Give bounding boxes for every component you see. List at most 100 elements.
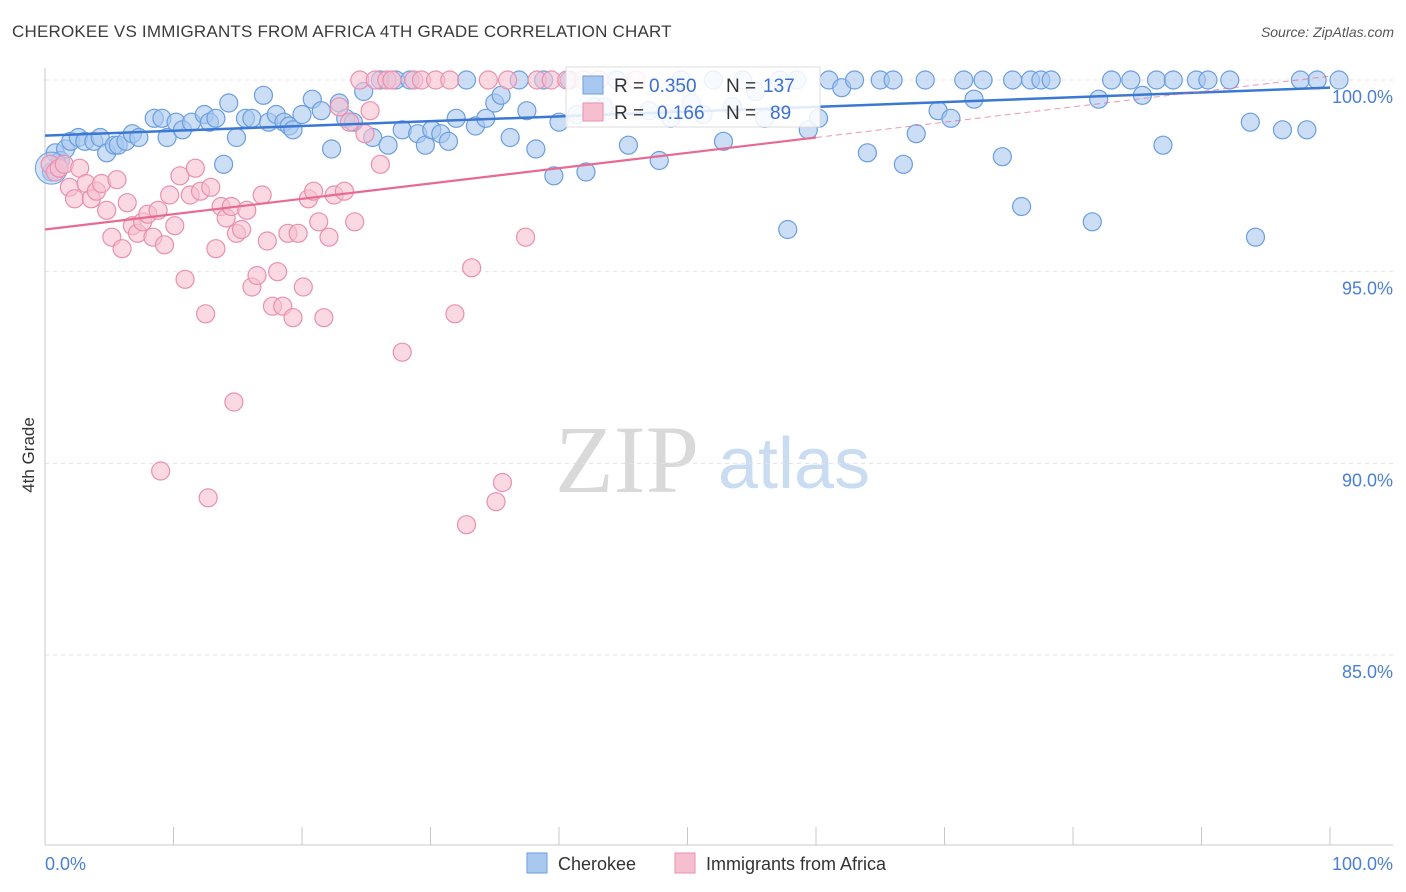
cherokee-point [964, 89, 984, 109]
africa-point [232, 219, 252, 240]
africa-point [360, 101, 380, 121]
africa-point [456, 515, 477, 535]
africa-point [117, 193, 137, 213]
cherokee-point [1121, 70, 1141, 90]
stats-r-value-1: 0.350 [649, 76, 697, 97]
cherokee-point [321, 139, 342, 159]
africa-point [267, 262, 288, 282]
cherokee-point [438, 131, 459, 151]
cherokee-point [618, 135, 638, 155]
cherokee-point [883, 70, 903, 90]
africa-point [165, 216, 185, 236]
legend-label-cherokee: Cherokee [558, 854, 636, 874]
stats-swatch-blue [582, 75, 604, 95]
africa-point [478, 70, 498, 90]
cherokee-point [992, 147, 1012, 167]
stats-n-value-2: 89 [770, 103, 791, 124]
africa-point [334, 181, 355, 201]
africa-point [206, 239, 226, 259]
watermark-atlas: atlas [718, 424, 870, 504]
watermark: ZIP atlas [555, 406, 870, 513]
cherokee-point [544, 166, 564, 186]
cherokee-point [157, 127, 177, 148]
africa-point [309, 212, 329, 232]
legend-label-africa: Immigrants from Africa [706, 854, 887, 874]
cherokee-point [713, 131, 734, 151]
africa-point [303, 181, 324, 201]
africa-point [252, 185, 272, 205]
cherokee-point [292, 104, 312, 125]
cherokee-point [206, 108, 226, 128]
cherokee-point [311, 101, 331, 121]
cherokee-point [1153, 135, 1173, 155]
chart-source: Source: ZipAtlas.com [1260, 24, 1394, 40]
africa-point [247, 265, 267, 286]
stats-legend-frame [565, 66, 821, 128]
cherokee-point [906, 124, 926, 144]
africa-point [314, 308, 334, 328]
africa-point [445, 304, 465, 324]
africa-point [283, 308, 303, 328]
cherokee-point [1198, 70, 1218, 90]
y-tick-labels: 85.0% 90.0% 95.0% 100.0% [1332, 87, 1393, 682]
cherokee-point [500, 127, 520, 148]
africa-point [440, 70, 460, 90]
cherokee-point [1082, 212, 1102, 232]
africa-point [486, 492, 506, 512]
cherokee-point [893, 154, 913, 174]
cherokee-point [1003, 70, 1023, 90]
africa-point [175, 269, 195, 289]
africa-point [160, 185, 180, 205]
cherokee-point [1146, 70, 1167, 90]
africa-point [257, 231, 277, 251]
cherokee-point [1011, 196, 1032, 217]
y-axis-label: 4th Grade [19, 417, 38, 493]
y-tick-label: 95.0% [1342, 279, 1393, 299]
africa-point [64, 189, 85, 209]
africa-trend-line [44, 136, 817, 231]
cherokee-point [219, 93, 239, 113]
africa-point [288, 223, 308, 243]
africa-point [329, 97, 349, 117]
africa-point [154, 235, 175, 255]
bottom-legend: Cherokee Immigrants from Africa [526, 852, 887, 874]
cherokee-point [1163, 70, 1183, 90]
africa-point [345, 212, 365, 232]
cherokee-point [1101, 70, 1122, 90]
chart-title: CHEROKEE VS IMMIGRANTS FROM AFRICA 4TH G… [12, 22, 672, 41]
cherokee-point [253, 85, 274, 105]
cherokee-point [649, 150, 669, 171]
africa-point [370, 154, 390, 174]
y-tick-label: 90.0% [1342, 470, 1393, 490]
cherokee-point [226, 127, 247, 148]
cherokee-point [1240, 112, 1260, 132]
x-tick-label: 0.0% [45, 854, 86, 874]
cherokee-point [1272, 120, 1293, 140]
legend-swatch-cherokee [526, 852, 548, 874]
africa-point [339, 112, 360, 132]
africa-trend-extension [815, 75, 1331, 138]
cherokee-point [378, 135, 398, 155]
y-tick-label: 100.0% [1332, 87, 1393, 107]
cherokee-point [446, 108, 466, 128]
africa-point [492, 472, 513, 493]
stats-n-label-1: N = [726, 76, 756, 97]
y-tick-label: 85.0% [1342, 662, 1393, 682]
africa-point [355, 124, 375, 144]
cherokee-point [973, 70, 993, 90]
cherokee-point [915, 70, 935, 90]
cherokee-point [954, 70, 974, 90]
x-tick-label: 100.0% [1332, 854, 1393, 874]
cherokee-point [1245, 227, 1266, 247]
cherokee-point [857, 143, 878, 163]
cherokee-point [1220, 70, 1240, 90]
cherokee-point [456, 70, 477, 90]
africa-point [97, 200, 117, 220]
cherokee-point [941, 108, 961, 128]
stats-r-label-1: R = [614, 76, 644, 97]
africa-point [185, 158, 205, 178]
grid-lines [45, 79, 1393, 656]
cherokee-point [1089, 89, 1109, 109]
watermark-zip: ZIP [555, 406, 699, 513]
